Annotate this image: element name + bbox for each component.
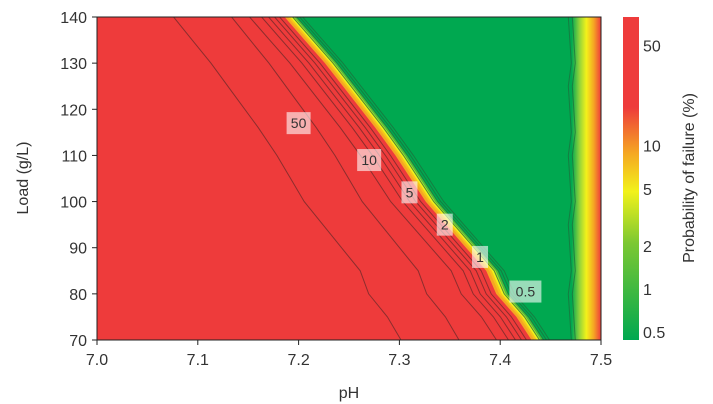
- y-axis-label: Load (g/L): [15, 142, 32, 215]
- contour-label: 50: [291, 115, 307, 131]
- y-axis-ticks: 70 80 90 100 110 120 130 140: [60, 10, 97, 350]
- contour-label-box: [472, 245, 489, 268]
- right-contour-line: [571, 17, 576, 340]
- x-tick-label: 7.3: [388, 352, 410, 369]
- y-tick-label: 90: [69, 241, 87, 258]
- colorbar-label: Probability of failure (%): [681, 93, 698, 263]
- contour-label-box: [436, 213, 453, 236]
- colorbar: [623, 17, 639, 340]
- contour-label-box: [357, 149, 382, 172]
- plot-area: [97, 17, 601, 340]
- contour-label-box: [509, 280, 542, 303]
- x-tick-label: 7.5: [590, 352, 612, 369]
- x-axis-label: pH: [339, 385, 359, 402]
- x-tick-label: 7.0: [86, 352, 108, 369]
- colorbar-ticks: 0.5 1 2 5 10 50: [643, 39, 665, 342]
- x-tick-label: 7.2: [287, 352, 309, 369]
- colorbar-tick-label: 50: [643, 39, 661, 56]
- red-contour-line: [173, 17, 402, 340]
- colorbar-tick-label: 1: [643, 282, 652, 299]
- x-tick-label: 7.4: [489, 352, 511, 369]
- y-tick-label: 100: [60, 195, 87, 212]
- red-contour-line: [261, 17, 509, 340]
- contour-labels: 50 10 5 2 1 0.5: [286, 112, 542, 303]
- contour-label: 0.5: [516, 284, 536, 300]
- green-contour-line: [296, 17, 544, 340]
- colorbar-tick-label: 10: [643, 139, 661, 156]
- right-edge-transition: [571, 17, 601, 340]
- contour-label: 5: [406, 184, 414, 200]
- colorbar-tick-label: 2: [643, 239, 652, 256]
- contour-label-box: [286, 112, 311, 135]
- colorbar-tick-label: 5: [643, 182, 652, 199]
- contour-label: 2: [441, 217, 449, 233]
- contour-label: 1: [476, 249, 484, 265]
- y-tick-label: 120: [60, 102, 87, 119]
- y-tick-label: 110: [61, 148, 87, 165]
- y-tick-label: 130: [60, 56, 87, 73]
- green-contour-line: [292, 17, 540, 340]
- x-tick-label: 7.1: [187, 352, 209, 369]
- contour-label-box: [401, 181, 418, 204]
- plot-frame: [96, 16, 602, 341]
- y-tick-label: 80: [69, 287, 87, 304]
- red-contour-line: [231, 17, 460, 340]
- x-axis-ticks: 7.0 7.1 7.2 7.3 7.4 7.5: [86, 340, 612, 369]
- colorbar-tick-label: 0.5: [643, 325, 665, 342]
- green-safe-region: [296, 17, 596, 340]
- y-tick-label: 70: [69, 333, 87, 350]
- y-tick-label: 140: [60, 10, 87, 27]
- right-contour-line: [567, 17, 572, 340]
- contour-label: 10: [361, 152, 377, 168]
- red-contour-line: [249, 17, 497, 340]
